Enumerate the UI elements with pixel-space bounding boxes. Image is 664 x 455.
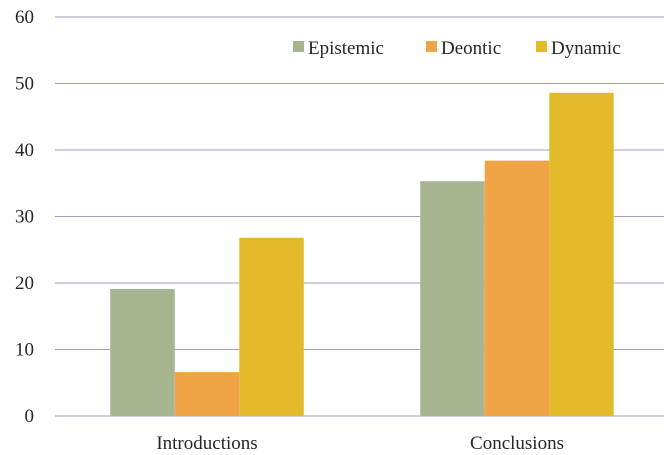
y-axis-tick-labels: 0 10 20 30 40 50 60 [15,7,34,427]
legend-label: Epistemic [308,38,384,59]
x-axis-category-labels: Introductions Conclusions [156,433,564,454]
bars [110,92,614,416]
legend-label: Deontic [441,38,501,59]
bar-dynamic-introductions [239,237,304,416]
legend-swatch [536,41,547,52]
bar-dynamic-conclusions [549,92,614,416]
y-tick-label: 20 [15,273,34,294]
legend-item-deontic: Deontic [426,38,501,59]
legend-item-epistemic: Epistemic [293,38,384,59]
bar-epistemic-introductions [110,288,175,416]
y-tick-label: 0 [25,406,35,427]
legend: Epistemic Deontic Dynamic [293,38,621,59]
legend-label: Dynamic [551,38,621,59]
legend-swatch [426,41,437,52]
bar-deontic-conclusions [484,160,550,416]
category-label: Introductions [156,433,257,454]
y-tick-label: 10 [15,340,34,361]
bar-deontic-introductions [174,372,240,416]
y-tick-label: 30 [15,207,34,228]
legend-item-dynamic: Dynamic [536,38,621,59]
y-tick-label: 50 [15,74,34,95]
legend-swatch [293,41,304,52]
y-tick-label: 60 [15,7,34,28]
y-tick-label: 40 [15,140,34,161]
category-label: Conclusions [470,433,564,454]
bar-epistemic-conclusions [420,181,485,416]
